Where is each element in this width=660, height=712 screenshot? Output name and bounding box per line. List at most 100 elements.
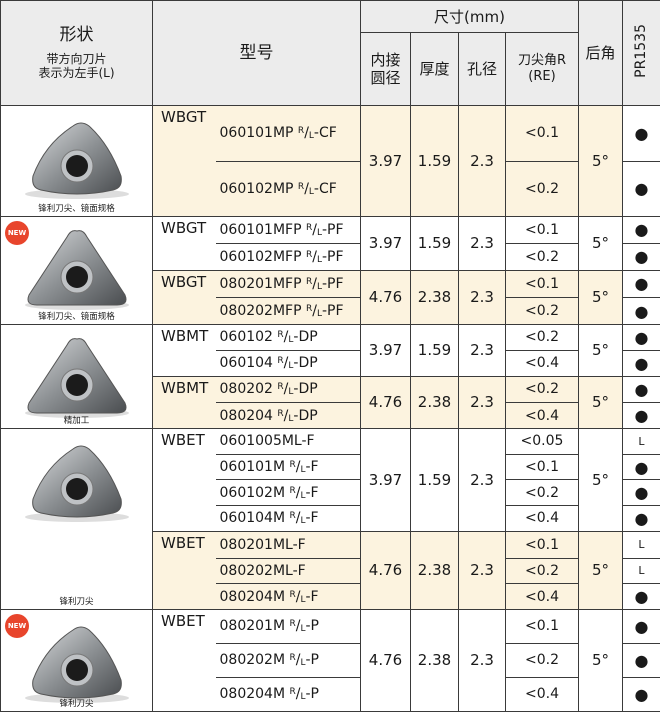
relief-angle: 5° [579, 429, 623, 532]
ic: 4.76 [361, 609, 411, 711]
hole: 2.3 [459, 217, 506, 271]
ic: 4.76 [361, 270, 411, 325]
thickness-header: 厚度 [411, 33, 459, 106]
hole: 2.3 [459, 609, 506, 711]
shape-cell: 精加工 [1, 325, 153, 429]
relief-angle: 5° [579, 325, 623, 377]
ic: 4.76 [361, 531, 411, 609]
grade-mark: L [623, 558, 660, 584]
series: WBMT [153, 325, 216, 377]
shape-cell: 锋利刀尖 [1, 429, 153, 610]
hole: 2.3 [459, 531, 506, 609]
thickness: 1.59 [411, 429, 459, 532]
hole: 2.3 [459, 429, 506, 532]
ic: 3.97 [361, 325, 411, 377]
corner-radius: <0.1 [506, 270, 579, 298]
series: WBET [153, 531, 216, 609]
corner-radius: <0.2 [506, 643, 579, 677]
ic: 3.97 [361, 429, 411, 532]
relief-header: 后角 [579, 1, 623, 106]
model: 080204M R/L-F [216, 584, 361, 610]
ic: 3.97 [361, 217, 411, 271]
corner-radius: <0.2 [506, 558, 579, 584]
grade-mark: L [623, 429, 660, 455]
shape-caption: 锋利刀尖、镜面规格 [1, 202, 152, 214]
hole: 2.3 [459, 376, 506, 429]
model: 060101MP R/L-CF [216, 106, 361, 162]
grade-mark: ● [623, 243, 660, 270]
model: 0601005ML-F [216, 429, 361, 455]
insert-image [17, 618, 137, 704]
thickness: 2.38 [411, 531, 459, 609]
model: 060102MFP R/L-PF [216, 243, 361, 270]
shape-cell: NEW 锋利刀尖、镜面规格 [1, 217, 153, 325]
model: 080204 R/L-DP [216, 403, 361, 429]
thickness: 2.38 [411, 270, 459, 325]
grade-mark: ● [623, 480, 660, 506]
model: 060101M R/L-F [216, 454, 361, 480]
corner-radius: <0.2 [506, 243, 579, 270]
shape-box: 锋利刀尖 [1, 429, 152, 609]
grade-header: PR1535 [623, 1, 660, 106]
size-header: 尺寸(mm) [361, 1, 579, 33]
thickness: 2.38 [411, 376, 459, 429]
model: 060102M R/L-F [216, 480, 361, 506]
shape-cell: NEW 锋利刀尖 [1, 609, 153, 711]
grade-mark: ● [623, 506, 660, 532]
relief-angle: 5° [579, 106, 623, 217]
model: 080201ML-F [216, 531, 361, 558]
ic-header: 内接 圆径 [361, 33, 411, 106]
grade-mark: ● [623, 270, 660, 298]
shape-caption: 锋利刀尖、镜面规格 [1, 310, 152, 322]
shape-box: NEW 锋利刀尖 [1, 610, 152, 711]
thickness: 1.59 [411, 325, 459, 377]
model: 080201M R/L-P [216, 609, 361, 643]
corner-radius: <0.2 [506, 298, 579, 325]
relief-angle: 5° [579, 376, 623, 429]
corner-radius: <0.1 [506, 217, 579, 244]
model: 060102MP R/L-CF [216, 161, 361, 217]
ic: 3.97 [361, 106, 411, 217]
grade-mark: L [623, 531, 660, 558]
series: WBET [153, 609, 216, 711]
shape-caption: 精加工 [1, 414, 152, 426]
relief-angle: 5° [579, 609, 623, 711]
series: WBGT [153, 270, 216, 325]
model: 080202ML-F [216, 558, 361, 584]
corner-radius: <0.4 [506, 403, 579, 429]
new-badge: NEW [5, 221, 29, 245]
corner-radius: <0.4 [506, 350, 579, 376]
insert-image [17, 437, 137, 523]
thickness: 1.59 [411, 106, 459, 217]
grade-title: PR1535 [633, 24, 650, 78]
hole-header: 孔径 [459, 33, 506, 106]
corner-radius: <0.4 [506, 584, 579, 610]
shape-caption: 锋利刀尖 [1, 697, 152, 709]
model: 060104M R/L-F [216, 506, 361, 532]
corner-radius: <0.4 [506, 506, 579, 532]
grade-mark: ● [623, 217, 660, 244]
series: WBMT [153, 376, 216, 429]
series: WBET [153, 429, 216, 532]
series: WBGT [153, 106, 216, 217]
new-badge: NEW [5, 614, 29, 638]
corner-radius: <0.1 [506, 106, 579, 162]
series: WBGT [153, 217, 216, 271]
hole: 2.3 [459, 325, 506, 377]
relief-angle: 5° [579, 531, 623, 609]
insert-image [17, 225, 137, 311]
corner-radius: <0.2 [506, 376, 579, 403]
grade-mark: ● [623, 325, 660, 351]
model: 080201MFP R/L-PF [216, 270, 361, 298]
shape-box: 精加工 [1, 325, 152, 428]
grade-mark: ● [623, 161, 660, 217]
corner-radius: <0.2 [506, 325, 579, 351]
